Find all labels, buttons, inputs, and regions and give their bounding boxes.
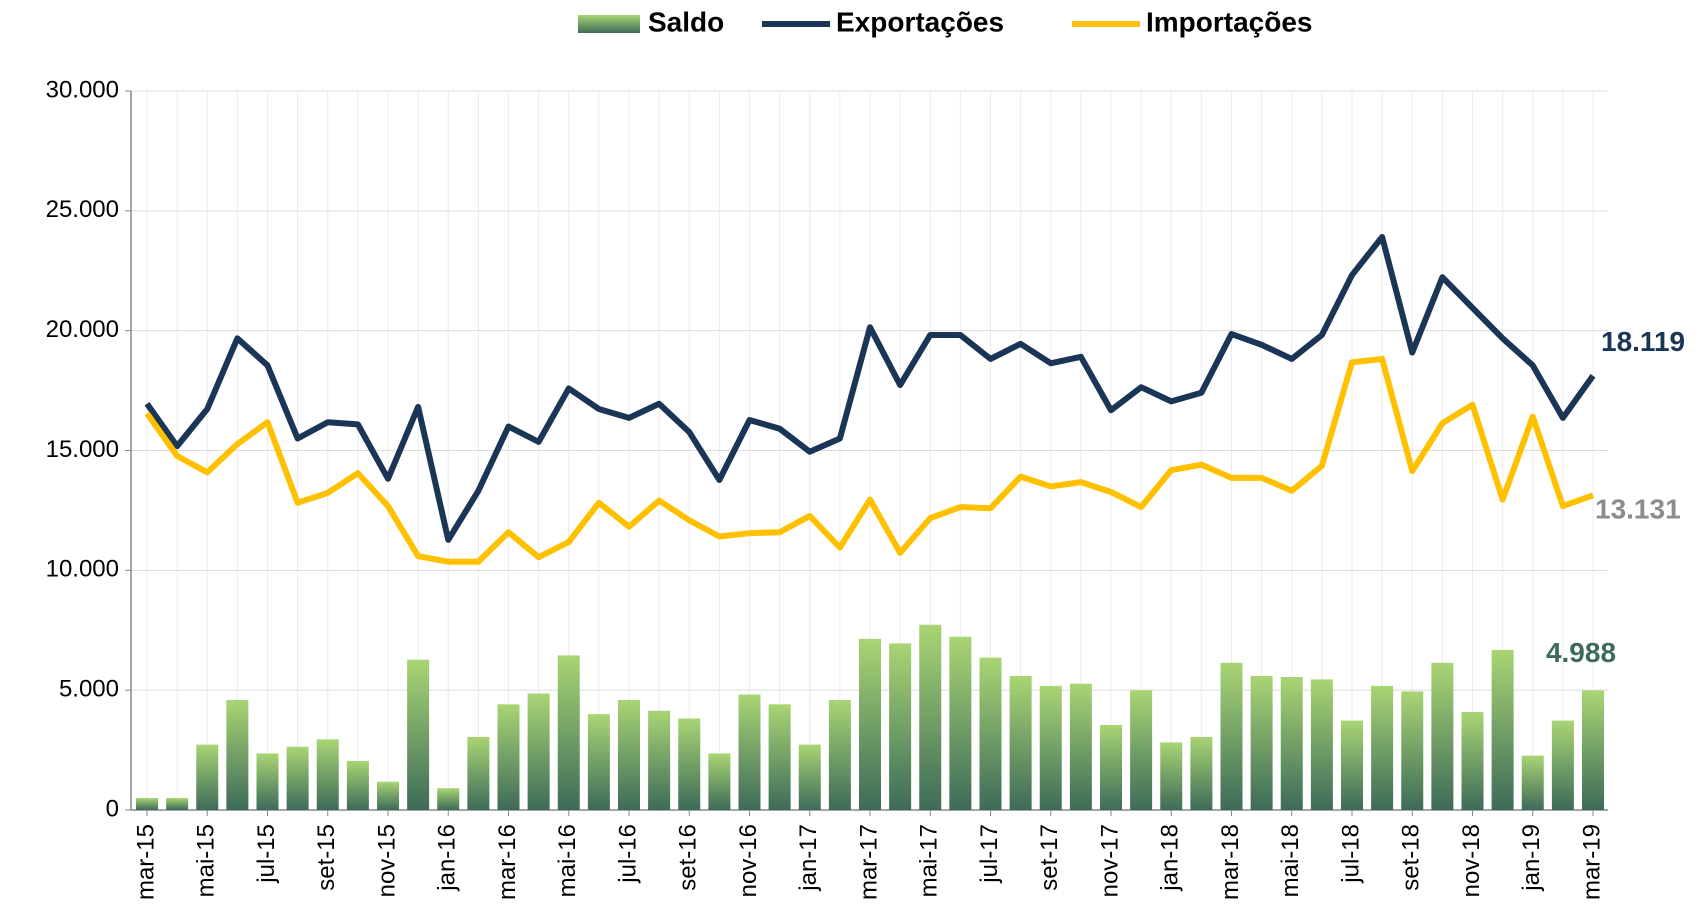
bar — [437, 788, 460, 810]
bar — [196, 744, 219, 810]
bar — [828, 699, 851, 810]
x-tick-label: mai-16 — [554, 824, 581, 897]
bar — [1341, 720, 1363, 810]
bar — [377, 781, 399, 810]
y-tick-label: 25.000 — [46, 196, 119, 223]
y-tick-label: 15.000 — [46, 436, 119, 463]
bar — [1039, 685, 1062, 810]
bar — [1009, 676, 1032, 810]
bar — [889, 643, 912, 810]
legend-label: Importações — [1146, 6, 1313, 37]
bar — [1551, 720, 1574, 810]
bar — [1582, 690, 1604, 810]
x-tick-label: mar-18 — [1217, 824, 1244, 900]
bar — [407, 659, 430, 810]
x-tick-label: set-15 — [313, 824, 340, 891]
y-tick-label: 5.000 — [59, 676, 119, 703]
x-tick-label: mar-15 — [132, 824, 159, 900]
x-tick-label: jan-19 — [1518, 824, 1545, 892]
line — [144, 355, 1595, 565]
bar — [1521, 755, 1544, 810]
x-tick-label: nov-15 — [373, 824, 400, 897]
x-tick-label: jan-18 — [1157, 824, 1184, 892]
x-tick-label: mar-17 — [855, 824, 882, 900]
bar — [648, 710, 671, 810]
bar — [708, 753, 731, 810]
value-label: 13.131 — [1595, 494, 1681, 525]
x-tick-label: set-16 — [675, 824, 702, 891]
bar — [467, 736, 490, 810]
x-tick-label: nov-18 — [1458, 824, 1485, 897]
bar — [1190, 736, 1213, 810]
bar — [1250, 676, 1273, 810]
bar — [497, 704, 520, 810]
x-tick-label: jan-16 — [434, 824, 461, 892]
y-tick-label: 0 — [106, 795, 119, 822]
bar — [798, 744, 821, 810]
value-label: 18.119 — [1601, 326, 1685, 357]
bar — [979, 657, 1002, 810]
bar — [557, 655, 580, 810]
bar — [1130, 690, 1153, 810]
y-tick-label: 20.000 — [46, 316, 119, 343]
x-tick-label: jul-18 — [1337, 824, 1364, 884]
bar — [1491, 649, 1514, 810]
bar — [618, 699, 640, 810]
bar — [919, 624, 942, 810]
bar — [1371, 685, 1394, 810]
x-tick-label: nov-16 — [735, 824, 762, 897]
x-tick-label: mar-19 — [1578, 824, 1605, 900]
bar — [316, 739, 339, 810]
bar — [1461, 711, 1484, 810]
x-tick-label: jul-16 — [614, 824, 641, 884]
bar — [256, 753, 279, 810]
x-tick-label: jul-17 — [976, 824, 1003, 884]
bar — [1280, 676, 1303, 810]
legend-label: Saldo — [648, 6, 724, 37]
bar — [949, 636, 972, 810]
x-tick-label: mai-17 — [916, 824, 943, 897]
bar — [1220, 662, 1243, 810]
x-tick-label: set-17 — [1036, 824, 1063, 891]
bar — [768, 704, 791, 810]
bar — [1069, 683, 1092, 810]
x-tick-label: mai-18 — [1277, 824, 1304, 897]
legend-label: Exportações — [836, 6, 1004, 37]
x-tick-label: nov-17 — [1096, 824, 1123, 897]
x-tick-label: jan-17 — [795, 824, 822, 892]
y-tick-label: 10.000 — [46, 556, 119, 583]
bar — [1100, 724, 1122, 810]
x-tick-label: mar-16 — [494, 824, 521, 900]
bar — [527, 693, 550, 810]
x-tick-label: mai-15 — [193, 824, 220, 897]
bar — [286, 746, 309, 810]
bar — [136, 798, 158, 810]
bar — [587, 714, 610, 810]
bar — [346, 760, 369, 810]
line — [144, 233, 1596, 543]
bar — [678, 718, 701, 810]
bar — [166, 798, 189, 810]
y-tick-label: 30.000 — [46, 76, 119, 103]
bar — [859, 638, 881, 810]
bar — [1431, 662, 1454, 810]
bar — [1401, 691, 1424, 810]
x-tick-label: jul-15 — [253, 824, 280, 884]
bar — [1160, 742, 1183, 810]
bar — [1310, 679, 1333, 810]
value-label: 4.988 — [1546, 637, 1616, 668]
x-tick-label: set-18 — [1398, 824, 1425, 891]
bar — [738, 694, 761, 810]
legend-swatch — [578, 15, 640, 33]
bar — [226, 699, 249, 810]
